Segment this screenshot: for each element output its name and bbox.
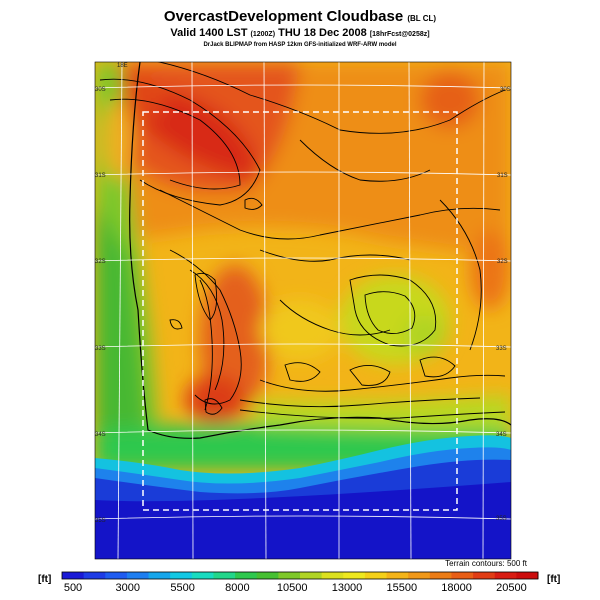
colorbar-tick-label: 18000 (441, 582, 472, 594)
colorbar-swatch (516, 572, 539, 579)
lon-label-top-19e: 19E (181, 58, 192, 64)
colorbar-swatch (494, 572, 517, 579)
colorbar-tick-label: 20500 (496, 582, 527, 594)
colorbar (62, 572, 539, 579)
lat-label-left-34s: 34S (95, 432, 106, 438)
lon-label-top-21e: 21E (333, 58, 344, 64)
colorbar-tick-label: 10500 (276, 582, 308, 594)
lon-label-top-18e: 18E (117, 63, 128, 69)
lon-label-top-23e: 23E (480, 58, 491, 64)
colorbar-swatch (321, 572, 344, 579)
lat-label-right-35s: 35S (496, 516, 507, 522)
lat-label-left-35s: 35S (95, 518, 106, 524)
colorbar-swatch (105, 572, 128, 579)
lon-label-bottom-20e: 20E (260, 562, 271, 568)
lat-label-left-30s: 30S (95, 87, 106, 93)
lat-label-right-33s: 33S (496, 346, 507, 352)
map-title: OvercastDevelopment Cloudbase (BL CL) (163, 8, 437, 25)
colorbar-swatch (278, 572, 301, 579)
colorbar-swatch (235, 572, 258, 579)
colorbar-tick-label: 15500 (386, 582, 418, 594)
colorbar-tick-labels: 500 3000 5500 8000 10500 13000 15500 18000 20500 (0, 582, 600, 596)
colorbar-unit-right: [ft] (547, 574, 561, 585)
colorbar-swatch (191, 572, 214, 579)
lon-label-top-20e: 20E (257, 58, 268, 64)
colorbar-swatch (300, 572, 323, 579)
colorbar-swatch (408, 572, 431, 579)
colorbar-tick-label: 13000 (331, 582, 363, 594)
lat-label-right-31s: 31S (497, 173, 508, 179)
map-frame (94, 61, 512, 560)
terrain-contour-note: Terrain contours: 500 ft (445, 559, 527, 568)
colorbar-swatch (364, 572, 388, 579)
valid-time: Valid 1400 LST (1200Z) THU 18 Dec 2008 [… (170, 27, 430, 39)
lat-label-right-30s: 30S (500, 87, 511, 93)
lat-label-right-34s: 34S (496, 432, 507, 438)
lon-label-bottom-21e: 21E (332, 562, 343, 568)
colorbar-tick-label: 5500 (170, 582, 195, 594)
colorbar-swatch (256, 572, 279, 579)
colorbar-swatch (343, 572, 366, 579)
colorbar-swatch (170, 572, 193, 579)
colorbar-unit-left: [ft] (38, 574, 52, 585)
lon-label-top-22e: 22E (406, 58, 417, 64)
colorbar-swatch (451, 572, 474, 579)
lat-label-left-31s: 31S (95, 173, 106, 179)
cloudbase-field: 18E 19E 20E 21E 22E 23E 18E 19E 20E 21E … (95, 58, 511, 570)
model-credit: DrJack BLIPMAP from HASP 12km GFS-initia… (203, 42, 397, 48)
colorbar-swatch (126, 572, 150, 579)
colorbar-swatch (148, 572, 171, 579)
colorbar-swatch (213, 572, 236, 579)
colorbar-swatch (429, 572, 452, 579)
colorbar-swatch (386, 572, 409, 579)
colorbar-swatch (473, 572, 496, 579)
lat-label-left-33s: 33S (95, 346, 106, 352)
colorbar-tick-label: 500 (63, 582, 83, 594)
colorbar-tick-label: 3000 (115, 582, 141, 594)
lon-label-bottom-18e: 18E (120, 564, 131, 570)
colorbar-swatch (62, 572, 85, 579)
colorbar-swatch (83, 572, 106, 579)
lat-label-right-32s: 32S (497, 259, 508, 265)
lon-label-bottom-19e: 19E (194, 562, 205, 568)
lat-label-left-32s: 32S (95, 259, 106, 265)
colorbar-tick-label: 8000 (225, 582, 250, 594)
